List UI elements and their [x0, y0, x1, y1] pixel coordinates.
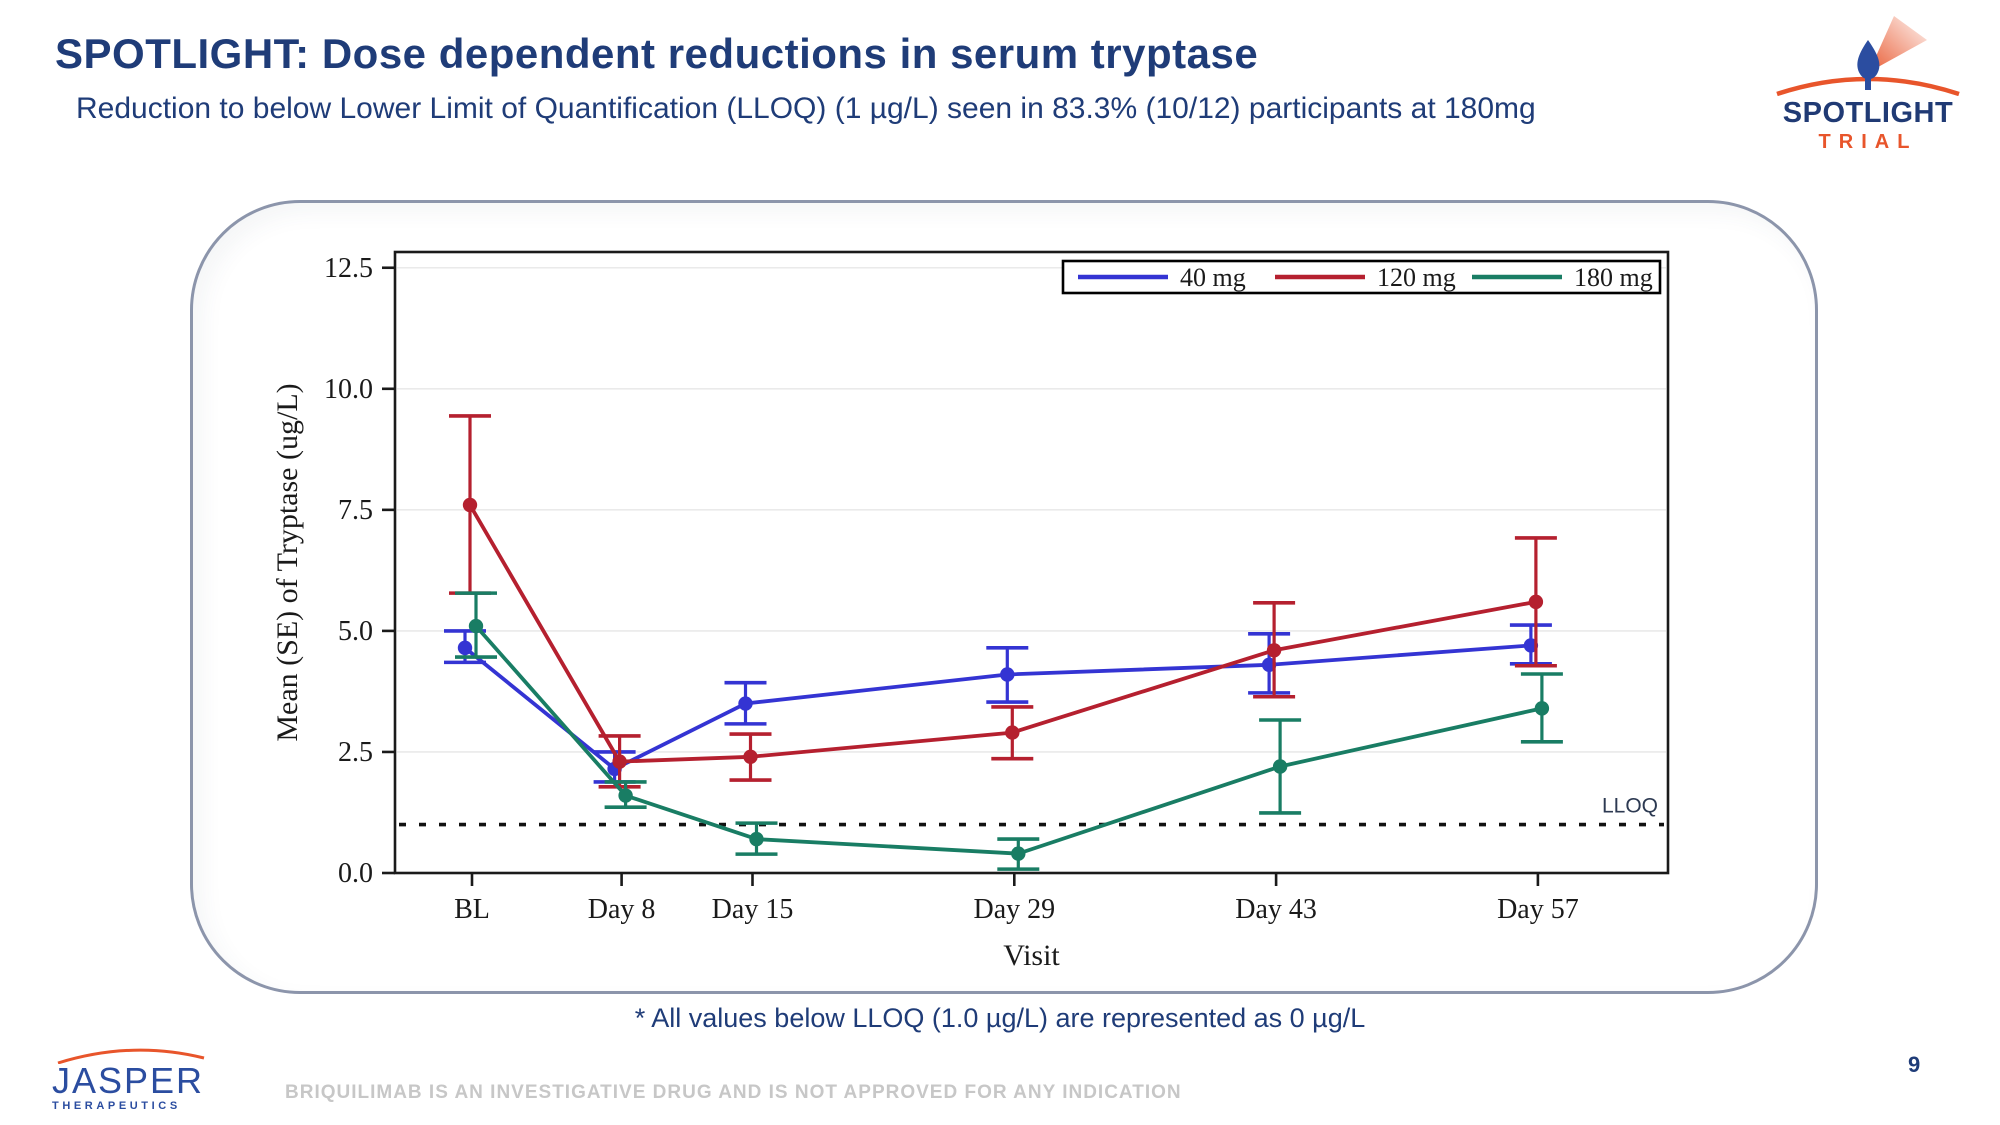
- svg-text:Day 8: Day 8: [588, 894, 656, 925]
- legend-label-180-mg: 180 mg: [1574, 263, 1653, 292]
- svg-text:Day 57: Day 57: [1497, 894, 1579, 925]
- svg-text:Day 29: Day 29: [973, 894, 1055, 925]
- jasper-logo-subtext: THERAPEUTICS: [52, 1100, 181, 1112]
- jasper-therapeutics-logo: JASPER THERAPEUTICS: [52, 1048, 232, 1112]
- chart-card: [190, 200, 1818, 994]
- y-axis-title: Mean (SE) of Tryptase (ug/L): [271, 383, 304, 741]
- series-120-mg: [449, 414, 1557, 789]
- jasper-logo-text: JASPER: [52, 1060, 205, 1101]
- lloq-reference-line: LLOQ: [399, 795, 1664, 827]
- x-axis: BL Day 8 Day 15 Day 29 Day 43 Day 57: [454, 873, 1579, 925]
- svg-text:7.5: 7.5: [338, 495, 373, 526]
- disclaimer-text: BRIQUILIMAB IS AN INVESTIGATIVE DRUG AND…: [285, 1082, 1182, 1103]
- svg-text:Day 43: Day 43: [1235, 894, 1317, 925]
- x-axis-title: Visit: [1003, 939, 1060, 972]
- torch-flame-icon: [1776, 16, 1960, 97]
- spotlight-trial-logo: SPOTLIGHT TRIAL: [1742, 14, 1994, 154]
- slide-title: SPOTLIGHT: Dose dependent reductions in …: [55, 30, 1259, 77]
- svg-text:5.0: 5.0: [338, 616, 373, 647]
- legend-label-120-mg: 120 mg: [1377, 263, 1456, 292]
- slide-subtitle: Reduction to below Lower Limit of Quanti…: [76, 92, 1536, 125]
- svg-text:12.5: 12.5: [324, 253, 373, 284]
- page-number: 9: [1908, 1052, 1921, 1077]
- spotlight-logo-subtext: TRIAL: [1818, 131, 1918, 153]
- legend: 40 mg 120 mg 180 mg: [1061, 259, 1662, 295]
- svg-text:0.0: 0.0: [338, 858, 373, 889]
- y-gridlines: [397, 266, 1666, 753]
- jasper-arc-icon: [57, 1048, 205, 1064]
- legend-label-40-mg: 40 mg: [1180, 263, 1246, 292]
- plot-frame: [393, 250, 1670, 875]
- y-axis: 0.0 2.5 5.0 7.5 10.0 12.5: [324, 253, 395, 889]
- chart-footnote: * All values below LLOQ (1.0 µg/L) are r…: [634, 1003, 1366, 1033]
- lloq-label: LLOQ: [1602, 795, 1658, 818]
- svg-text:BL: BL: [454, 894, 490, 925]
- svg-text:2.5: 2.5: [338, 737, 373, 768]
- svg-text:Day 15: Day 15: [712, 894, 794, 925]
- spotlight-logo-text: SPOTLIGHT: [1782, 97, 1954, 129]
- series-180-mg: [455, 591, 1563, 871]
- svg-text:10.0: 10.0: [324, 374, 373, 405]
